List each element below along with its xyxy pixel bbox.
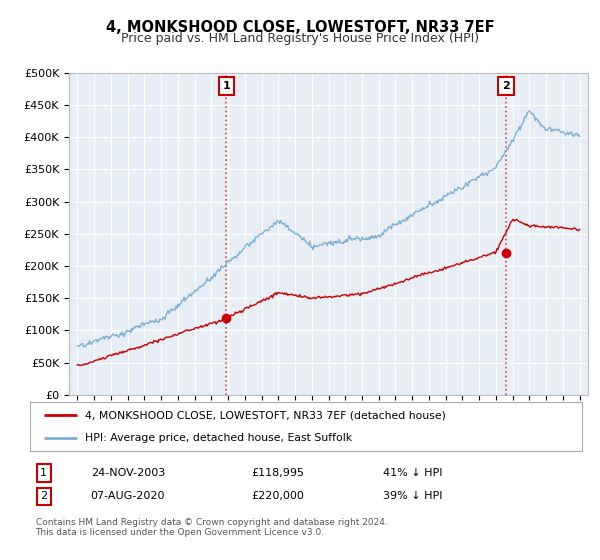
Text: 4, MONKSHOOD CLOSE, LOWESTOFT, NR33 7EF (detached house): 4, MONKSHOOD CLOSE, LOWESTOFT, NR33 7EF … (85, 410, 446, 421)
Text: £220,000: £220,000 (251, 491, 304, 501)
Text: 41% ↓ HPI: 41% ↓ HPI (383, 468, 443, 478)
Text: HPI: Average price, detached house, East Suffolk: HPI: Average price, detached house, East… (85, 433, 352, 444)
Text: 2: 2 (502, 81, 510, 91)
Text: Contains HM Land Registry data © Crown copyright and database right 2024.
This d: Contains HM Land Registry data © Crown c… (35, 518, 387, 538)
Text: 4, MONKSHOOD CLOSE, LOWESTOFT, NR33 7EF: 4, MONKSHOOD CLOSE, LOWESTOFT, NR33 7EF (106, 20, 494, 35)
Text: 2: 2 (40, 491, 47, 501)
Text: 1: 1 (223, 81, 230, 91)
Text: £118,995: £118,995 (251, 468, 304, 478)
Text: 1: 1 (40, 468, 47, 478)
Text: 24-NOV-2003: 24-NOV-2003 (91, 468, 165, 478)
Text: 39% ↓ HPI: 39% ↓ HPI (383, 491, 443, 501)
Text: 07-AUG-2020: 07-AUG-2020 (91, 491, 165, 501)
Text: Price paid vs. HM Land Registry's House Price Index (HPI): Price paid vs. HM Land Registry's House … (121, 32, 479, 45)
